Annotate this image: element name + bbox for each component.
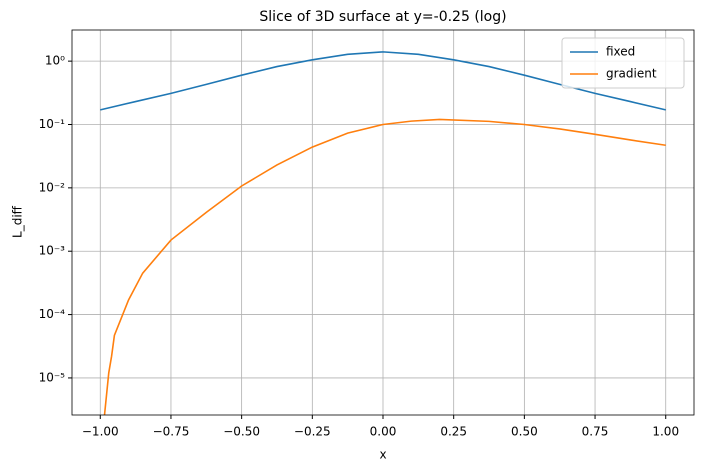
x-tick-label: −0.75	[153, 425, 190, 439]
x-tick-label: 0.25	[440, 425, 467, 439]
x-tick-label: 0.50	[511, 425, 538, 439]
x-tick-label: −1.00	[82, 425, 119, 439]
y-tick-label: 10⁻³	[39, 244, 66, 258]
plot-frame	[71, 29, 695, 416]
x-tick-label: 0.00	[370, 425, 397, 439]
x-tick-label: 0.75	[582, 425, 609, 439]
x-tick-label: −0.25	[294, 425, 331, 439]
legend-label: fixed	[606, 45, 635, 59]
legend-box	[561, 37, 685, 89]
y-tick-label: 10⁻²	[39, 180, 66, 194]
x-tick-label: −0.50	[223, 425, 260, 439]
chart-title: Slice of 3D surface at y=-0.25 (log)	[259, 9, 506, 25]
line	[103, 118, 666, 415]
y-axis-label: L_diff	[11, 205, 25, 238]
y-tick-label: 10⁻⁵	[39, 370, 66, 384]
x-axis-label: x	[379, 448, 386, 462]
legend-label: gradient	[606, 67, 657, 81]
y-tick-label: 10⁰	[45, 54, 65, 68]
y-tick-label: 10⁻⁴	[39, 307, 66, 321]
x-tick-label: 1.00	[652, 425, 679, 439]
y-tick-label: 10⁻¹	[39, 117, 66, 131]
